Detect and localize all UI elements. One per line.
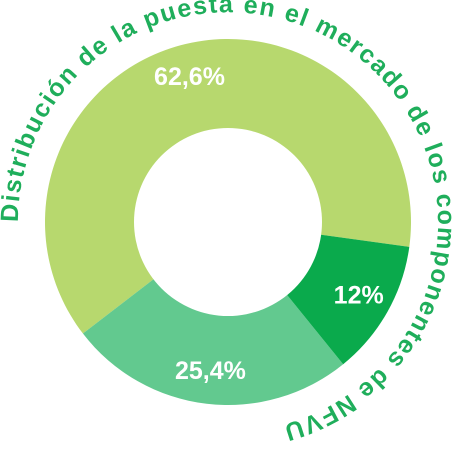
slice-label-3: 12% xyxy=(334,282,384,310)
slice-label-1: 62,6% xyxy=(154,63,225,91)
donut-hole xyxy=(134,128,322,316)
slice-label-2: 25,4% xyxy=(175,357,246,385)
slice-labels: 62,6% 25,4% 12% xyxy=(154,63,384,385)
